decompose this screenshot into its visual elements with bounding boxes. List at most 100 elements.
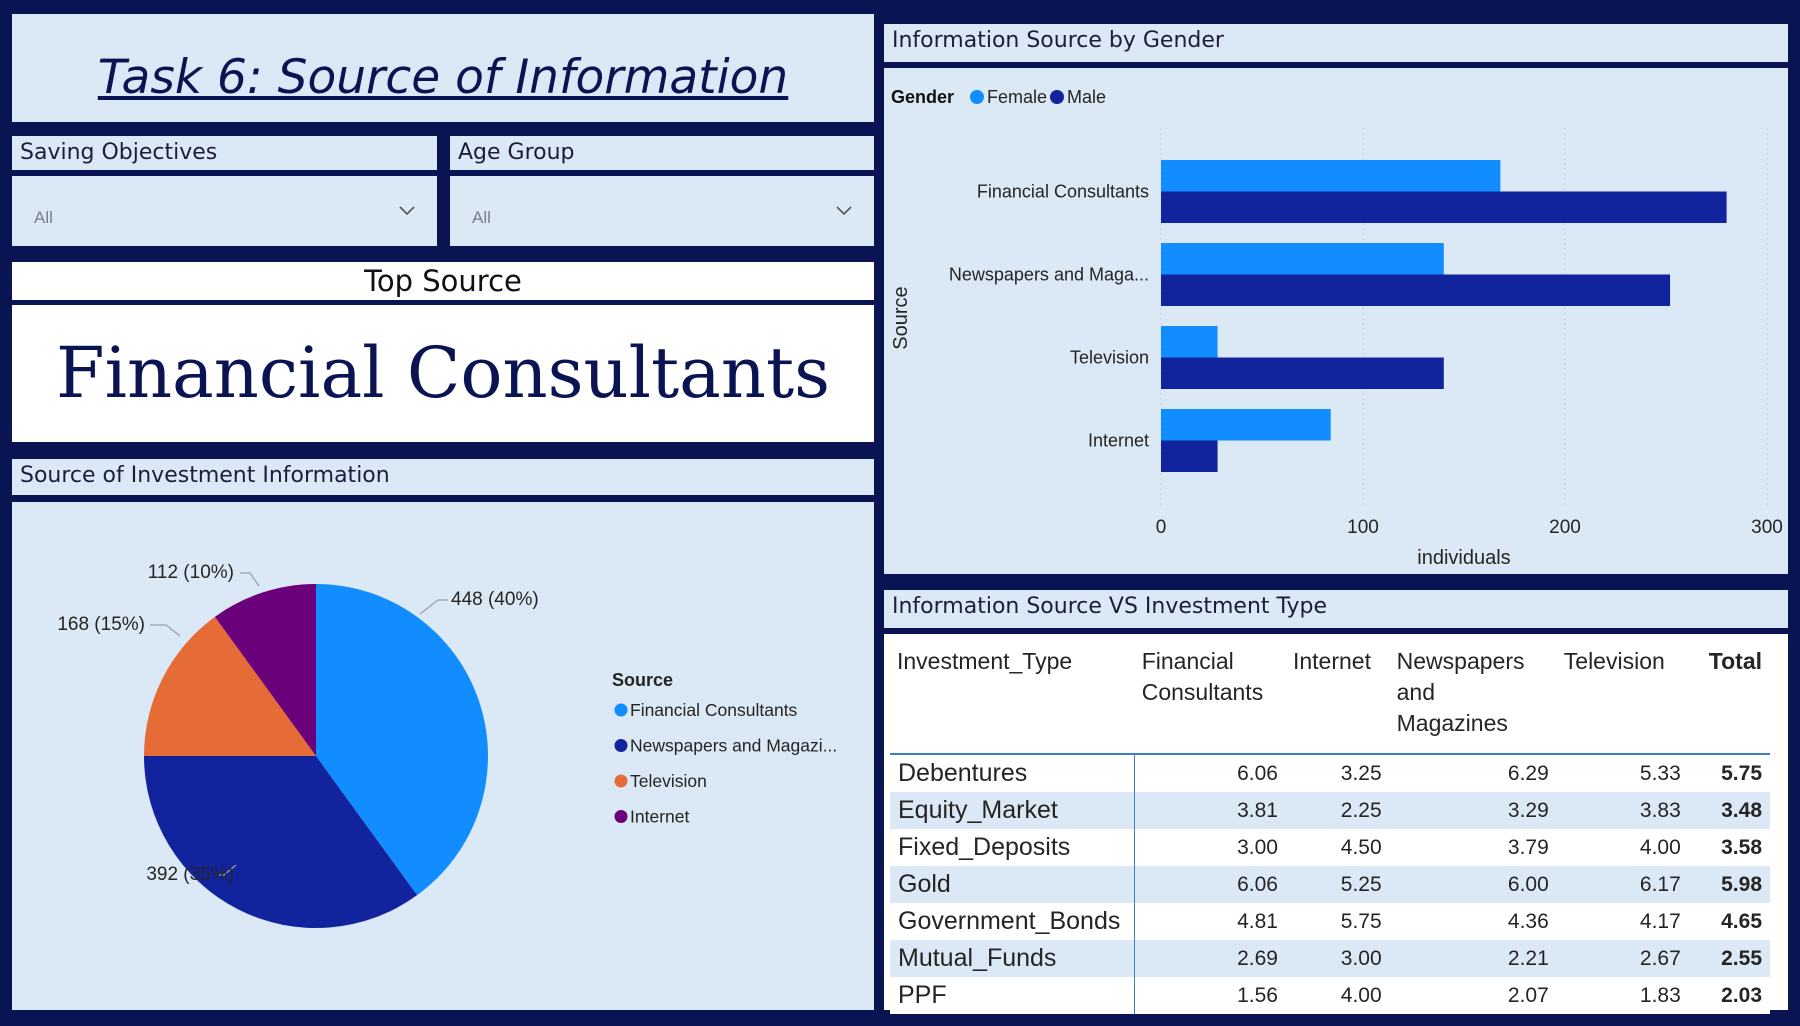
table-cell: 1.83 — [1556, 977, 1689, 1014]
table-cell: 3.48 — [1688, 792, 1770, 829]
bar-legend-item[interactable]: Male — [1067, 87, 1106, 107]
table-cell: 4.00 — [1556, 829, 1689, 866]
table-row: Equity_Market 3.81 2.25 3.29 3.83 3.48 — [890, 792, 1770, 829]
x-tick-label: 200 — [1549, 517, 1581, 538]
column-header[interactable]: Investment_Type — [890, 638, 1135, 755]
legend-marker — [1050, 90, 1064, 104]
column-header[interactable]: Internet — [1285, 638, 1390, 755]
table-cell: 2.55 — [1688, 940, 1770, 977]
bar-female-2[interactable] — [1161, 326, 1218, 358]
saving-objectives-dropdown[interactable]: All — [12, 176, 437, 246]
bar-chart: Gender Female Male 0 100 200 300 individuals Sou… — [890, 87, 1783, 569]
pie-panel-title: Source of Investment Information — [20, 463, 390, 488]
table-cell: 4.36 — [1389, 903, 1557, 940]
pie-chart-panel: 448 (40%) 392 (35%) 168 (15%) 112 (10%) Sour… — [12, 502, 874, 1010]
table-cell: 6.29 — [1389, 754, 1557, 792]
table-panel-header: Information Source VS Investment Type — [884, 590, 1788, 628]
table-cell: 6.06 — [1134, 754, 1286, 792]
pie-legend-item[interactable]: Internet — [630, 807, 689, 827]
x-axis-title: individuals — [1417, 547, 1510, 569]
table-cell: 6.17 — [1556, 866, 1689, 903]
column-header[interactable]: Newspapers and Magazines — [1389, 638, 1557, 755]
bar-chart-panel: Gender Female Male 0 100 200 300 individuals Sou… — [884, 68, 1788, 574]
table-cell: 5.75 — [1688, 754, 1770, 792]
chevron-down-icon[interactable] — [836, 203, 852, 219]
column-header[interactable]: Total — [1688, 638, 1770, 755]
bar-female-0[interactable] — [1161, 160, 1501, 192]
bar-legend-title: Gender — [891, 87, 954, 107]
legend-marker — [614, 703, 628, 717]
pie-legend-item[interactable]: Television — [630, 771, 707, 791]
page-title: Task 6: Source of Information — [97, 50, 789, 105]
top-source-header-panel: Top Source — [12, 262, 874, 300]
y-tick-label: Financial Consultants — [977, 182, 1149, 202]
bar-panel-title: Information Source by Gender — [892, 28, 1224, 53]
table-cell: 2.03 — [1688, 977, 1770, 1014]
bar-legend-item[interactable]: Female — [987, 87, 1047, 107]
pie-legend-title: Source — [612, 670, 673, 690]
table-cell: 4.17 — [1556, 903, 1689, 940]
pie-legend-item[interactable]: Newspapers and Magazi... — [630, 736, 837, 756]
matrix-wrapper: Investment_Type Financial Consultants Inte… — [890, 638, 1770, 1014]
table-cell: 5.75 — [1285, 903, 1390, 940]
pie-data-label: 392 (35%) — [146, 864, 234, 885]
column-header[interactable]: Television — [1556, 638, 1689, 755]
table-cell: 5.25 — [1285, 866, 1390, 903]
row-label: PPF — [890, 977, 1136, 1014]
table-cell: 4.65 — [1688, 903, 1770, 940]
column-header[interactable]: Financial Consultants — [1134, 638, 1286, 755]
pie-leader-line — [419, 599, 448, 615]
pie-data-label: 112 (10%) — [148, 562, 234, 583]
table-row: Mutual_Funds 2.69 3.00 2.21 2.67 2.55 — [890, 940, 1770, 977]
row-label: Gold — [890, 866, 1136, 903]
table-cell: 1.56 — [1134, 977, 1286, 1014]
y-tick-label: Internet — [1088, 431, 1149, 451]
bar-male-3[interactable] — [1161, 440, 1218, 473]
bar-male-1[interactable] — [1161, 274, 1671, 307]
row-label: Government_Bonds — [890, 903, 1136, 940]
y-tick-label: Newspapers and Maga... — [949, 265, 1149, 285]
pie-leader-line — [218, 864, 237, 876]
legend-marker — [614, 810, 628, 823]
age-group-dropdown[interactable]: All — [450, 176, 874, 246]
y-axis-title: Source — [890, 286, 912, 349]
table-cell: 5.98 — [1688, 866, 1770, 903]
table-row: Government_Bonds 4.81 5.75 4.36 4.17 4.65 — [890, 903, 1770, 940]
table-cell: 3.00 — [1285, 940, 1390, 977]
pie-slice-internet[interactable] — [214, 584, 316, 756]
bar-female-3[interactable] — [1161, 409, 1331, 441]
pie-leader-line — [240, 572, 260, 587]
table-cell: 4.50 — [1285, 829, 1390, 866]
pie-slice-television[interactable] — [144, 616, 316, 756]
pie-legend-item[interactable]: Financial Consultants — [630, 700, 798, 720]
pie-panel-header: Source of Investment Information — [12, 459, 874, 495]
pie-slice-financial-consultants[interactable] — [316, 584, 488, 896]
table-header-row: Investment_Type Financial Consultants Inte… — [890, 638, 1770, 755]
row-label: Fixed_Deposits — [890, 829, 1136, 866]
top-source-card: Financial Consultants — [12, 305, 874, 442]
table-panel-title: Information Source VS Investment Type — [892, 594, 1328, 619]
table-cell: 2.67 — [1556, 940, 1689, 977]
table-cell: 3.00 — [1134, 829, 1286, 866]
x-tick-label: 300 — [1751, 517, 1783, 538]
pie-chart: 448 (40%) 392 (35%) 168 (15%) 112 (10%) Sour… — [57, 562, 837, 928]
bar-female-1[interactable] — [1161, 243, 1444, 275]
y-tick-label: Television — [1070, 348, 1149, 368]
table-cell: 6.00 — [1389, 866, 1557, 903]
pie-slice-newspapers-and-magazines[interactable] — [144, 756, 418, 928]
table-cell: 3.83 — [1556, 792, 1689, 829]
legend-marker — [614, 739, 628, 752]
title-panel: Task 6: Source of Information — [12, 14, 874, 122]
top-source-value: Financial Consultants — [56, 332, 830, 414]
table-cell: 3.25 — [1285, 754, 1390, 792]
table-cell: 3.81 — [1134, 792, 1286, 829]
table-cell: 2.69 — [1134, 940, 1286, 977]
chevron-down-icon[interactable] — [399, 203, 415, 219]
bar-male-2[interactable] — [1161, 357, 1444, 390]
table-cell: 2.07 — [1389, 977, 1557, 1014]
table-panel: Investment_Type Financial Consultants Inte… — [884, 634, 1788, 1014]
bar-male-0[interactable] — [1161, 191, 1727, 224]
row-label: Mutual_Funds — [890, 940, 1136, 977]
top-source-header: Top Source — [364, 264, 522, 298]
saving-objectives-slicer-header: Saving Objectives — [12, 136, 437, 170]
